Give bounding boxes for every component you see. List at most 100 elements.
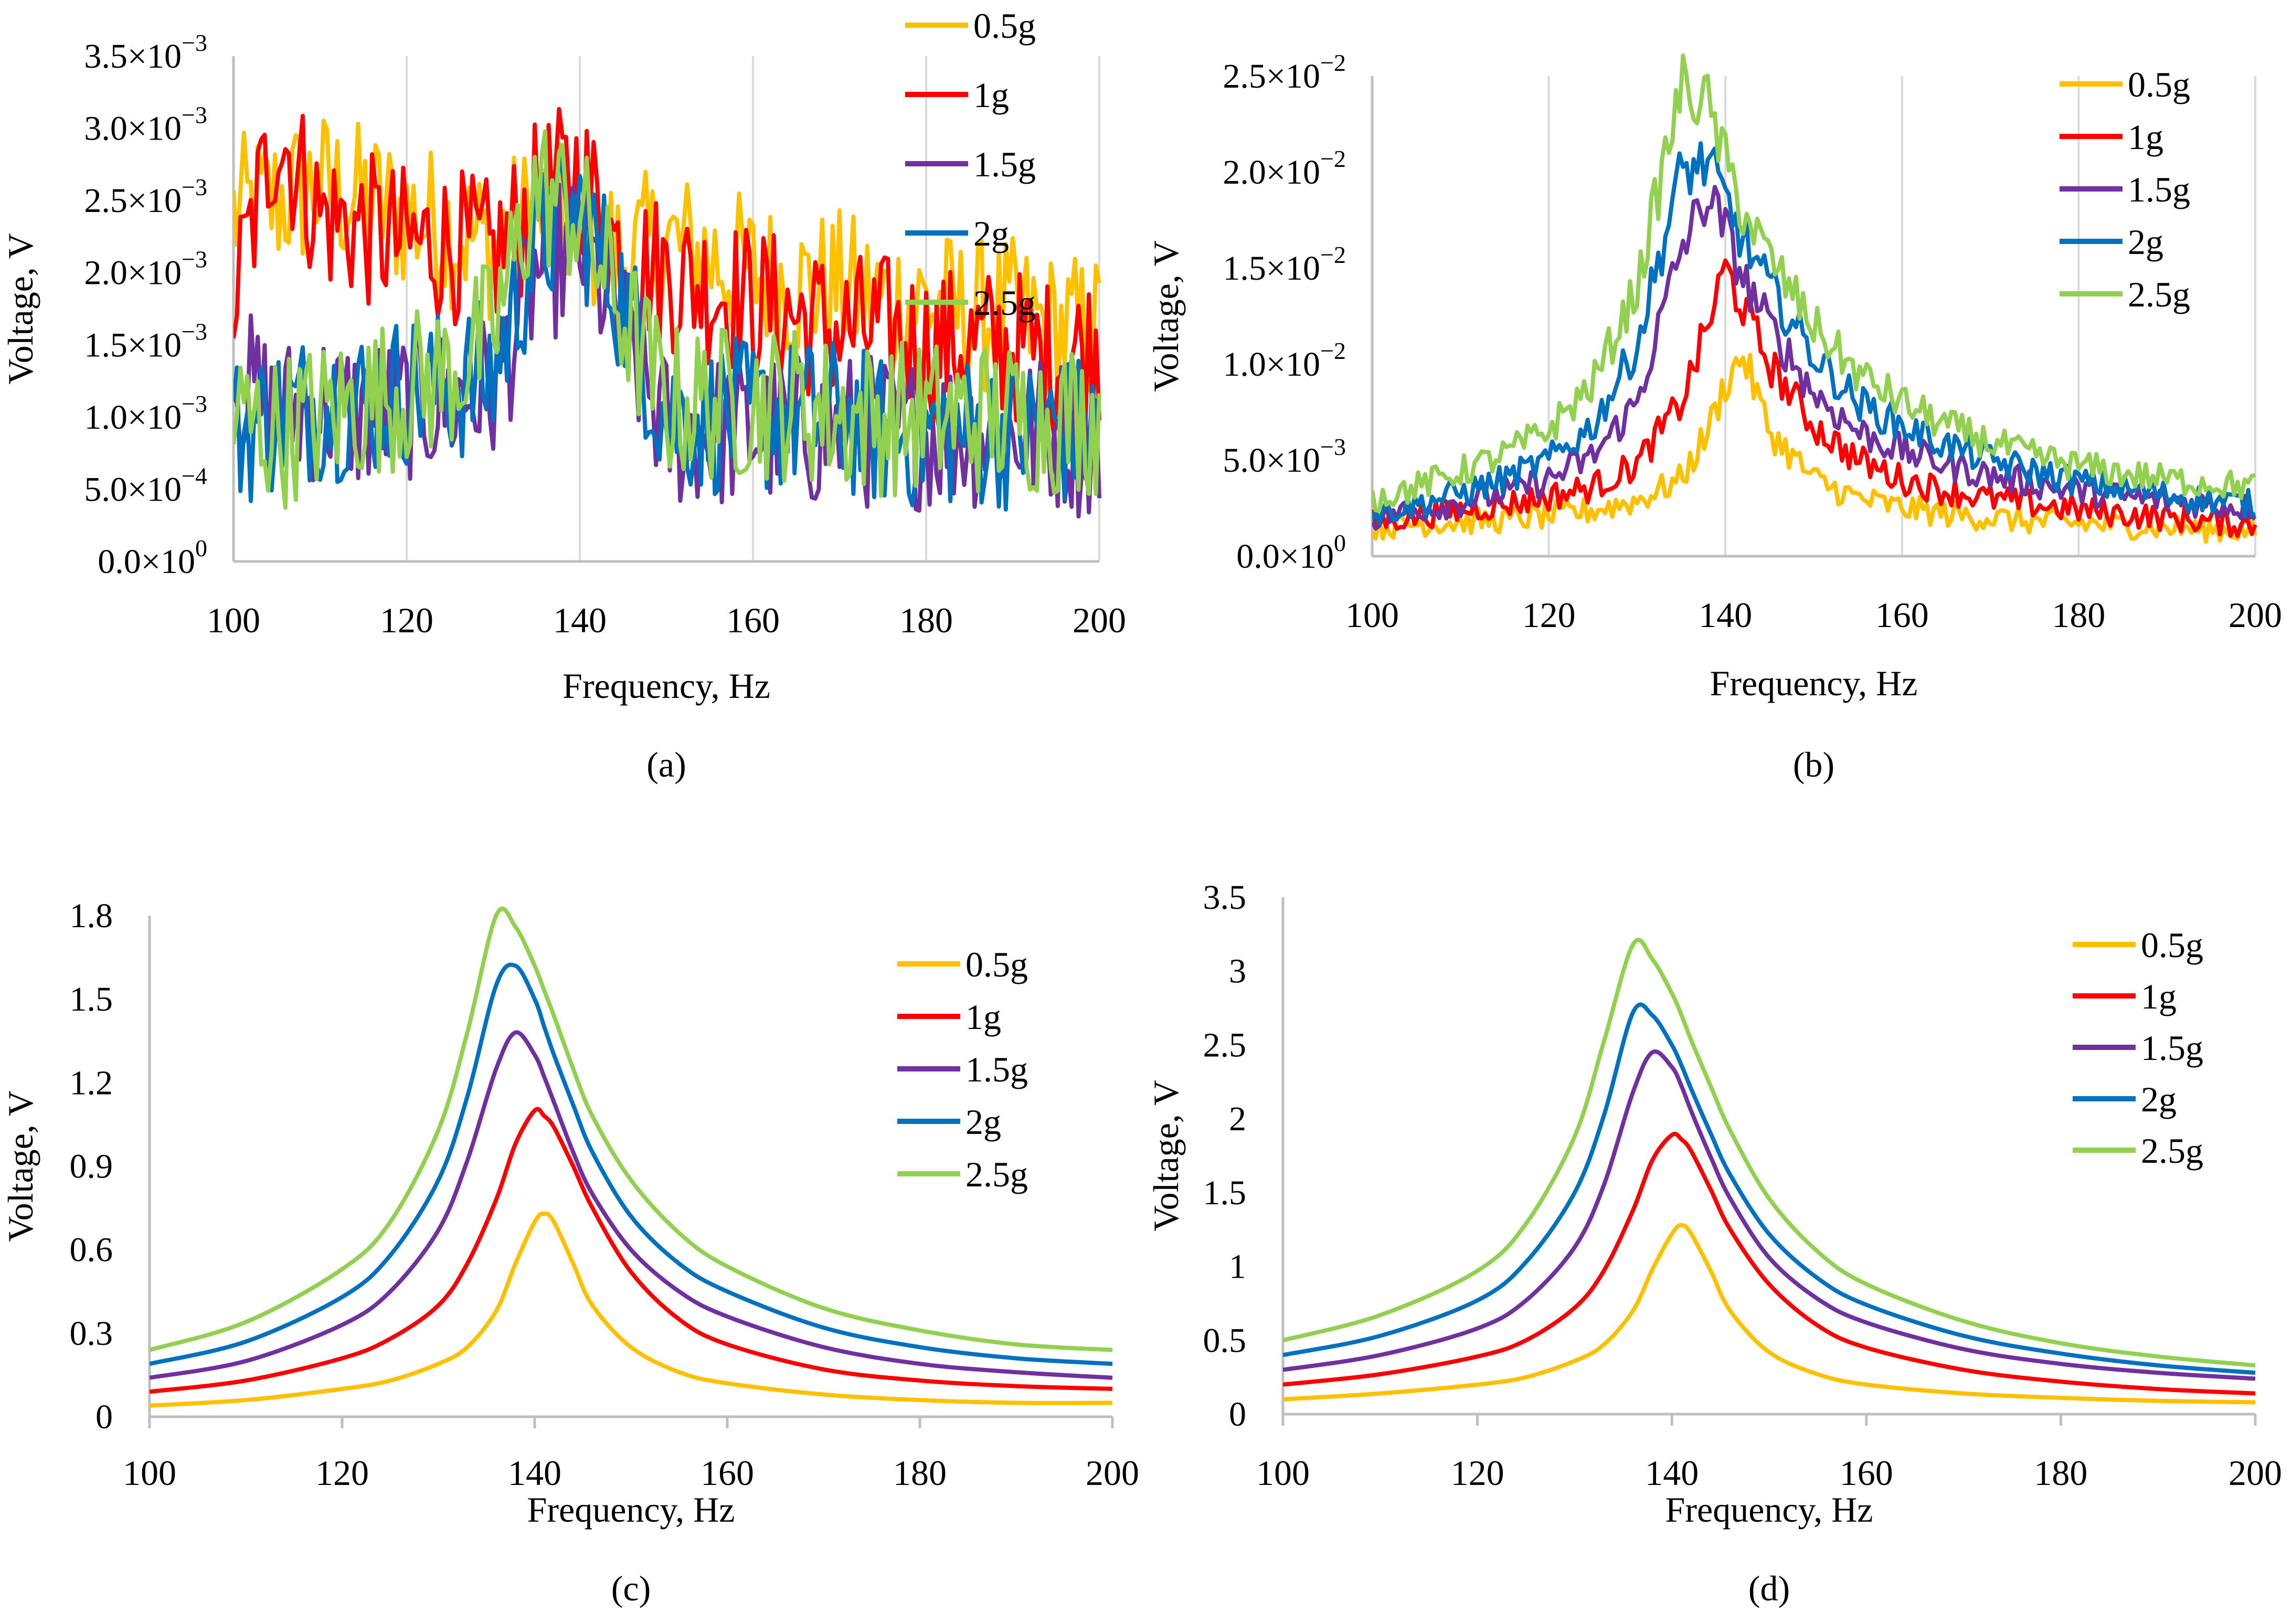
- y-tick-exponent: −3: [182, 102, 207, 129]
- x-tick-label: 120: [1522, 595, 1576, 635]
- y-tick-mantissa: 1.5: [84, 326, 128, 364]
- chart-panel-c: 100 120 140 160 180 200 0 0.3 0.6 0.9 1.2 1.5 1.8 0.5…: [1, 897, 1139, 1608]
- series-line-1g: [150, 1107, 1113, 1394]
- y-tick-exponent: −3: [182, 29, 207, 56]
- legend-label: 1g: [2141, 976, 2177, 1016]
- y-tick-label: 2: [1229, 1100, 1246, 1138]
- y-tick-label: 2.0×10−2: [1223, 145, 1346, 192]
- series-line-2g: [1372, 141, 2256, 525]
- y-tick-mantissa: 2.5: [1223, 57, 1266, 95]
- y-tick-label: 0.9: [70, 1148, 113, 1186]
- y-tick-label: 1.0×10−2: [1223, 337, 1346, 384]
- y-tick-mantissa: 5.0: [84, 470, 128, 508]
- y-tick-exponent: −3: [182, 318, 207, 345]
- series-line-1.5g: [1283, 1049, 2256, 1381]
- x-tick-label: 100: [1345, 595, 1399, 635]
- chart-panel-d: 100 120 140 160 180 200 0 0.5 1 1.5 2 2.5 3 3.5 0.5g 1g…: [1146, 878, 2282, 1608]
- y-tick-mantissa: 1.0: [84, 398, 128, 437]
- y-axis-title: Voltage, V: [1146, 240, 1186, 391]
- series-line-1.5g: [150, 1030, 1113, 1380]
- y-tick-exponent: −4: [182, 462, 207, 489]
- y-tick-label: 0: [96, 1398, 113, 1436]
- series-line-0.5g: [150, 1211, 1113, 1408]
- y-axis-title: Voltage, V: [1, 1090, 40, 1241]
- legend: 0.5g 1g 1.5g 2g 2.5g: [2060, 65, 2190, 314]
- legend-label: 2g: [2141, 1079, 2177, 1119]
- x-axis-title: Frequency, Hz: [1665, 1490, 1873, 1530]
- legend-label: 0.5g: [965, 944, 1028, 984]
- chart-panel-a: 100 120 140 160 180 2000.0×1005.0×10−41.0×10−…: [1, 6, 1126, 784]
- y-tick-label: 3.5×10−3: [84, 29, 207, 76]
- x-tick-label: 140: [553, 600, 607, 640]
- series-line-2g: [150, 962, 1113, 1366]
- y-tick-exponent: −3: [182, 390, 207, 417]
- x-tick-label: 140: [1645, 1453, 1699, 1493]
- x-tick-label: 120: [380, 600, 433, 640]
- y-tick-label: 0.6: [70, 1231, 113, 1269]
- y-tick-exponent: −2: [1320, 337, 1346, 364]
- plot-area: [1283, 938, 2256, 1405]
- panel-caption: (c): [611, 1568, 651, 1608]
- series-line-2.5g: [1283, 938, 2256, 1368]
- x-axis-title: Frequency, Hz: [527, 1490, 735, 1530]
- series-line-1g: [1283, 1131, 2256, 1396]
- legend-label: 2.5g: [965, 1154, 1028, 1194]
- legend-label: 1.5g: [965, 1049, 1028, 1089]
- y-tick-label: 0.0×100: [98, 535, 207, 581]
- y-tick-label: 1.5×10−2: [1223, 241, 1346, 288]
- panel-caption: (b): [1793, 745, 1834, 784]
- legend-label: 2g: [965, 1102, 1001, 1142]
- y-tick-times: ×10: [1266, 345, 1320, 384]
- plot-area: [1372, 53, 2257, 544]
- x-tick-label: 120: [1451, 1453, 1504, 1493]
- y-tick-times: ×10: [128, 182, 182, 220]
- x-tick-label: 160: [1875, 595, 1929, 635]
- y-tick-label: 0.5: [1203, 1321, 1247, 1360]
- y-tick-label: 2.5: [1203, 1026, 1247, 1064]
- y-tick-label: 3.0×10−3: [84, 102, 207, 148]
- legend-label: 2g: [973, 214, 1009, 253]
- y-tick-exponent: 0: [1334, 529, 1346, 556]
- y-tick-exponent: −2: [1320, 241, 1346, 268]
- y-tick-times: ×10: [128, 254, 182, 292]
- y-tick-exponent: −2: [1320, 49, 1346, 76]
- legend-label: 1.5g: [2128, 169, 2190, 209]
- x-tick-label: 200: [1073, 600, 1126, 640]
- legend-label: 0.5g: [973, 6, 1036, 46]
- legend-label: 1g: [973, 75, 1009, 115]
- series-line-2.5g: [234, 129, 1101, 510]
- legend-label: 1g: [2128, 117, 2163, 157]
- y-tick-label: 2.5×10−2: [1223, 49, 1346, 95]
- y-tick-mantissa: 2.0: [84, 254, 128, 292]
- plot-area: [234, 107, 1101, 519]
- y-axis-title: Voltage, V: [1, 233, 40, 384]
- y-tick-times: ×10: [1266, 57, 1320, 95]
- legend: 0.5g 1g 1.5g 2g 2.5g: [2073, 925, 2203, 1171]
- x-tick-label: 100: [207, 600, 260, 640]
- y-tick-label: 3.5: [1203, 878, 1247, 917]
- y-tick-mantissa: 0.0: [1236, 537, 1280, 576]
- legend-label: 0.5g: [2128, 65, 2190, 104]
- x-tick-label: 160: [1840, 1453, 1893, 1493]
- legend: 0.5g 1g 1.5g 2g 2.5g: [905, 6, 1036, 323]
- x-tick-label: 120: [315, 1453, 369, 1493]
- y-tick-label: 1.8: [70, 897, 113, 935]
- plot-area: [150, 906, 1113, 1408]
- y-tick-times: ×10: [1280, 537, 1334, 576]
- y-tick-label: 2.0×10−3: [84, 246, 207, 292]
- y-tick-exponent: −3: [182, 174, 207, 200]
- y-tick-label: 5.0×10−4: [84, 462, 207, 508]
- y-tick-label: 1.5: [70, 980, 113, 1018]
- x-tick-label: 180: [2034, 1453, 2087, 1493]
- legend-label: 1.5g: [973, 144, 1036, 184]
- x-tick-label: 180: [893, 1453, 947, 1493]
- y-axis-title: Voltage, V: [1146, 1080, 1186, 1231]
- x-tick-label: 180: [899, 600, 953, 640]
- x-tick-label: 200: [2229, 1453, 2282, 1493]
- y-tick-label: 5.0×10−3: [1223, 433, 1346, 480]
- x-axis-title: Frequency, Hz: [563, 666, 770, 706]
- y-tick-times: ×10: [128, 398, 182, 437]
- y-tick-times: ×10: [1266, 249, 1320, 288]
- y-tick-times: ×10: [128, 37, 182, 76]
- x-tick-label: 100: [1256, 1453, 1310, 1493]
